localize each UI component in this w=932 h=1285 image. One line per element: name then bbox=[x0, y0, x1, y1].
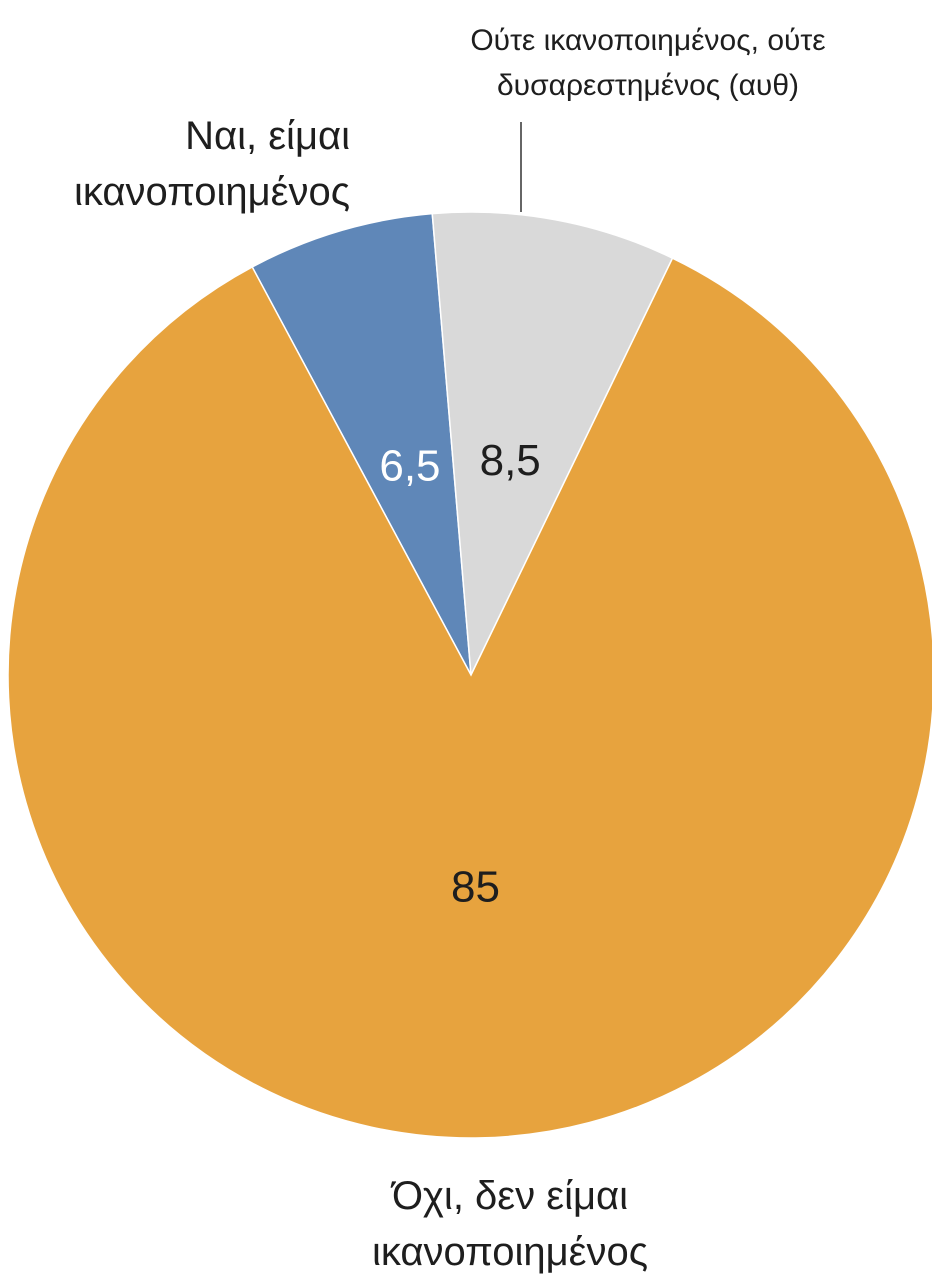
data-label: 6,5 bbox=[379, 441, 440, 490]
data-label: 85 bbox=[451, 863, 500, 912]
data-label: 8,5 bbox=[480, 436, 541, 485]
category-label: Ναι, είμαι ικανοποιημένος bbox=[73, 114, 350, 214]
pie-slice bbox=[7, 257, 932, 1139]
pie-slice bbox=[251, 212, 472, 676]
pie-slice bbox=[431, 211, 674, 678]
category-label: Ούτε ικανοποιημένος, ούτε δυσαρεστημένος… bbox=[470, 24, 826, 102]
category-label: Όχι, δεν είμαι ικανοποιημένος bbox=[371, 1174, 648, 1274]
